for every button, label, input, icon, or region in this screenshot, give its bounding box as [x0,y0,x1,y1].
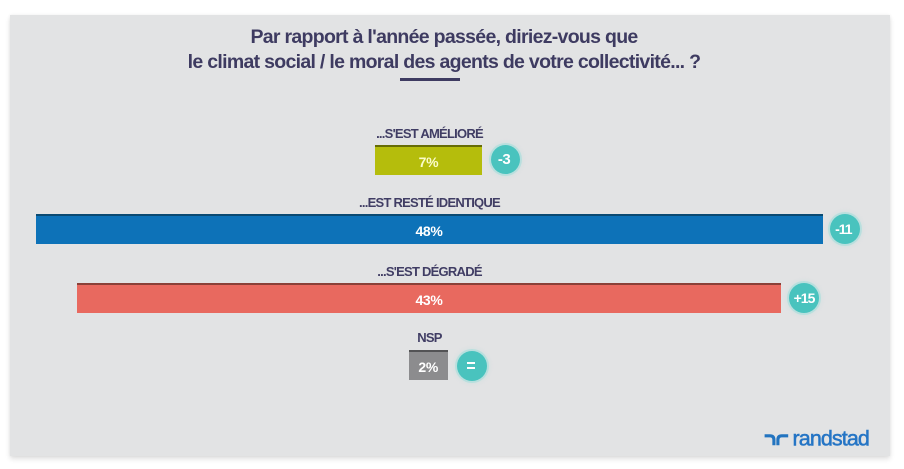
svg-text:randstad: randstad [793,426,869,449]
